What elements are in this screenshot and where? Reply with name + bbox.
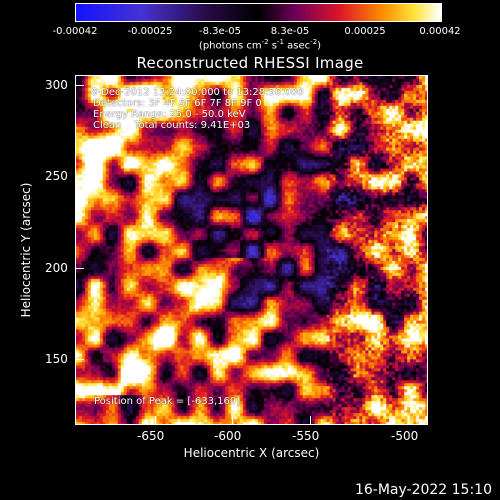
x-tick-label: -600 bbox=[214, 429, 242, 443]
x-axis-tick bbox=[310, 416, 311, 424]
rhessi-image bbox=[76, 76, 427, 424]
annotation-time-range: 8-Dec-2012 13:24:00.000 to 13:28:56.000 bbox=[88, 87, 304, 98]
y-axis-tick bbox=[76, 85, 84, 86]
y-axis-tick bbox=[76, 268, 84, 269]
colorbar-tick: 0.00042 bbox=[419, 26, 461, 37]
x-tick-label: -550 bbox=[292, 429, 320, 443]
y-tick-label: 250 bbox=[45, 169, 68, 183]
annotation-total-counts: Clean Total counts: 9.41E+03 bbox=[93, 120, 251, 131]
colorbar-tick: -0.00042 bbox=[52, 26, 98, 37]
colorbar-ticks: -0.00042 -0.00025 -8.3e-05 8.3e-05 0.000… bbox=[0, 0, 500, 60]
x-axis-label: Heliocentric X (arcsec) bbox=[183, 446, 320, 460]
x-axis-tick bbox=[155, 416, 156, 424]
annotation-detectors: Detectors: 3F 4F 5F 6F 7F 8F 9F 0 bbox=[93, 98, 262, 109]
colorbar-tick: 8.3e-05 bbox=[270, 26, 310, 37]
y-tick-label: 200 bbox=[45, 261, 68, 275]
colorbar-tick: 0.00025 bbox=[344, 26, 386, 37]
annotation-energy-range: Energy Range: 25.0 - 50.0 keV bbox=[93, 109, 246, 120]
x-axis-tick bbox=[408, 416, 409, 424]
colorbar-tick: -0.00025 bbox=[127, 26, 173, 37]
y-axis-tick bbox=[76, 176, 84, 177]
footer-timestamp: 16-May-2022 15:10 bbox=[354, 482, 492, 498]
y-tick-label: 150 bbox=[45, 352, 68, 366]
x-tick-label: -500 bbox=[391, 429, 419, 443]
image-frame: 8-Dec-2012 13:24:00.000 to 13:28:56.000 … bbox=[75, 75, 428, 425]
x-axis-tick bbox=[232, 416, 233, 424]
y-axis-tick bbox=[76, 359, 84, 360]
plot-title: Reconstructed RHESSI Image bbox=[136, 54, 364, 72]
colorbar-units: (photons cm-2 s-1 asec-2) bbox=[198, 38, 322, 52]
annotation-peak-position: Position of Peak = [-633,169] bbox=[94, 396, 241, 407]
colorbar-tick: -8.3e-05 bbox=[199, 26, 241, 37]
y-tick-label: 300 bbox=[45, 78, 68, 92]
y-axis-label: Heliocentric Y (arcsec) bbox=[19, 182, 33, 318]
x-tick-label: -650 bbox=[137, 429, 165, 443]
colorbar bbox=[75, 3, 442, 22]
